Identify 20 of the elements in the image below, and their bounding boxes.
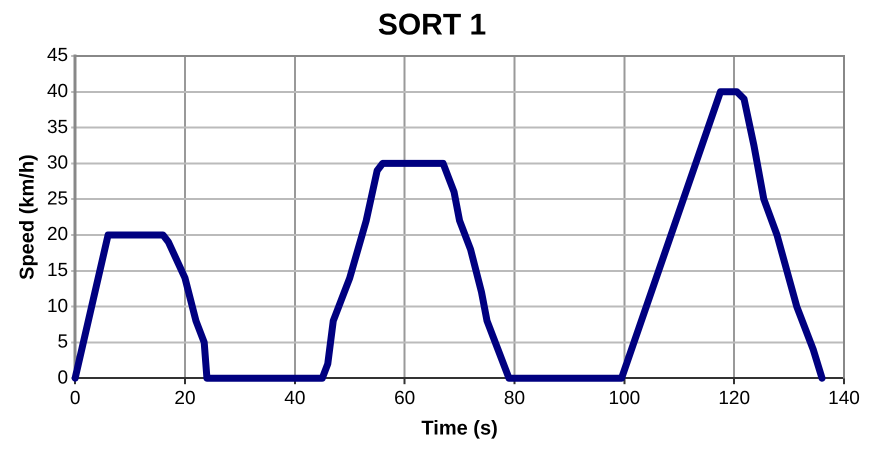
x-tick-label: 20 [174, 388, 196, 409]
y-tick-label: 35 [46, 116, 68, 138]
x-tick-label: 100 [608, 388, 640, 409]
y-tick-label: 40 [46, 81, 68, 102]
y-tick-label: 5 [58, 332, 68, 353]
y-tick-label: 0 [58, 367, 68, 388]
y-tick-label: 10 [46, 296, 68, 317]
y-tick-label: 15 [46, 260, 68, 282]
x-tick-label: 40 [284, 388, 306, 409]
y-tick-label: 45 [46, 45, 68, 66]
x-tick-label: 120 [718, 388, 750, 409]
x-tick-label: 60 [394, 388, 416, 409]
y-tick-label: 20 [46, 224, 68, 246]
x-tick-label: 80 [504, 388, 526, 409]
x-axis-title: Time (s) [421, 418, 498, 440]
y-axis-title: Speed (km/h) [16, 154, 39, 280]
x-tick-label: 140 [828, 388, 860, 409]
chart-title: SORT 1 [378, 8, 486, 42]
y-tick-label: 25 [46, 188, 68, 210]
y-tick-label: 30 [46, 152, 68, 174]
